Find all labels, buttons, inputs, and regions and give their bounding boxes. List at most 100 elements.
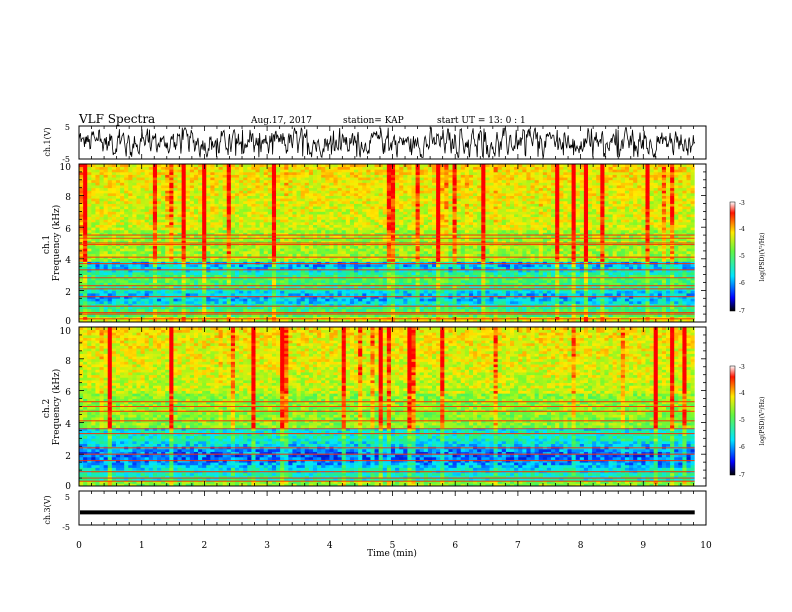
spectrogram-cell [354, 235, 359, 239]
spectrogram-cell [378, 261, 384, 265]
spectrogram-cell [612, 248, 618, 252]
spectrogram-cell [107, 250, 113, 254]
spectrogram-cell [682, 264, 687, 268]
spectrogram-cell [128, 314, 133, 318]
spectrogram-cell [419, 298, 425, 302]
spectrogram-cell [616, 266, 622, 270]
spectrogram-cell [99, 258, 105, 262]
spectrogram-cell [325, 266, 330, 270]
spectrogram-cell [239, 282, 244, 286]
spectrogram-cell [144, 237, 150, 241]
spectrogram-cell [103, 290, 109, 294]
spectrogram-cell [452, 277, 458, 281]
spectrogram-cell [546, 240, 552, 244]
spectrogram-cell [436, 314, 441, 318]
spectrogram-cell [230, 308, 236, 312]
spectrogram-cell [587, 290, 593, 294]
spectrogram-cell [575, 293, 581, 297]
spectrogram-cell [284, 258, 289, 262]
spectrogram-cell [649, 319, 655, 323]
spectrogram-cell [83, 240, 88, 244]
spectrogram-cell [415, 271, 421, 275]
spectrogram-cell [481, 282, 486, 286]
spectrogram-cell [148, 240, 154, 244]
spectrogram-cell [423, 300, 429, 304]
spectrogram-cell [374, 308, 380, 312]
header-date: Aug.17, 2017 [250, 116, 312, 126]
spectrogram-cell [284, 277, 289, 281]
spectrogram-cell [87, 266, 92, 270]
spectrogram-cell [115, 303, 121, 307]
spectrogram-cell [337, 306, 343, 310]
spectrogram-cell [79, 240, 84, 244]
spectrogram-cell [542, 300, 548, 304]
spectrogram-cell [567, 271, 572, 275]
spectrogram-cell [657, 308, 663, 312]
spectrogram-cell [427, 316, 433, 320]
spectrogram-cell [661, 245, 667, 249]
spectrogram-cell [534, 293, 540, 297]
spectrogram-cell [633, 274, 638, 278]
spectrogram-cell [312, 282, 318, 286]
spectrogram-cell [637, 245, 642, 249]
spectrogram-cell [107, 237, 113, 241]
spectrogram-cell [411, 306, 416, 310]
spectrogram-cell [276, 319, 281, 323]
spectrogram-cell [514, 237, 519, 241]
spectrogram-cell [165, 303, 170, 307]
spectrogram-cell [464, 314, 470, 318]
spectrogram-cell [255, 293, 260, 297]
spectrogram-cell [436, 271, 441, 275]
spectrogram-cell [604, 285, 609, 289]
spectrogram-cell [140, 293, 146, 297]
spectrogram-cell [288, 279, 293, 283]
spectrogram-cell [276, 240, 281, 244]
spectrogram-cell [259, 258, 265, 262]
spectrogram-cell [456, 293, 462, 297]
spectrogram-cell [288, 290, 293, 294]
spectrogram-cell [341, 290, 347, 294]
spectrogram-cell [382, 253, 388, 257]
spectrogram-cell [633, 250, 638, 254]
spectrogram-cell [218, 248, 224, 252]
spectrogram-cell [83, 245, 88, 249]
spectrogram-cell [276, 293, 281, 297]
spectrogram-cell [395, 264, 400, 268]
spectrogram-cell [497, 300, 503, 304]
spectrogram-cell [165, 293, 170, 297]
spectrogram-cell [243, 269, 248, 273]
spectrogram-cell [321, 303, 326, 307]
spectrogram-cell [551, 303, 556, 307]
spectrogram-cell [111, 314, 117, 318]
spectrogram-cell [423, 271, 429, 275]
spectrogram-cell [538, 271, 544, 275]
spectrogram-cell [255, 250, 260, 254]
spectrogram-cell [325, 264, 330, 268]
spectrogram-cell [415, 300, 421, 304]
spectrogram-cell [218, 235, 224, 239]
spectrogram-cell [559, 279, 564, 283]
spectrogram-cell [395, 274, 400, 278]
spectrogram-cell [637, 274, 642, 278]
spectrogram-cell [115, 240, 121, 244]
spectrogram-cell [156, 303, 162, 307]
spectrogram-cell [629, 253, 634, 257]
spectrogram-cell [624, 316, 630, 320]
spectrogram-cell [481, 245, 486, 249]
spectrogram-cell [136, 240, 141, 244]
spectrogram-cell [534, 264, 540, 268]
spectrogram-cell [485, 298, 490, 302]
spectrogram-cell [271, 308, 277, 312]
spectrogram-cell [173, 293, 178, 297]
spectrogram-cell [432, 245, 437, 249]
spectrogram-cell [546, 300, 552, 304]
spectrogram-cell [358, 250, 363, 254]
spectrogram-cell [111, 274, 117, 278]
spectrogram-cell [460, 282, 466, 286]
spectrogram-cell [386, 248, 392, 252]
spectrogram-cell [99, 279, 105, 283]
spectrogram-cell [678, 293, 683, 297]
spectrogram-cell [464, 293, 470, 297]
spectrogram-cell [193, 237, 199, 241]
spectrogram-cell [181, 308, 187, 312]
